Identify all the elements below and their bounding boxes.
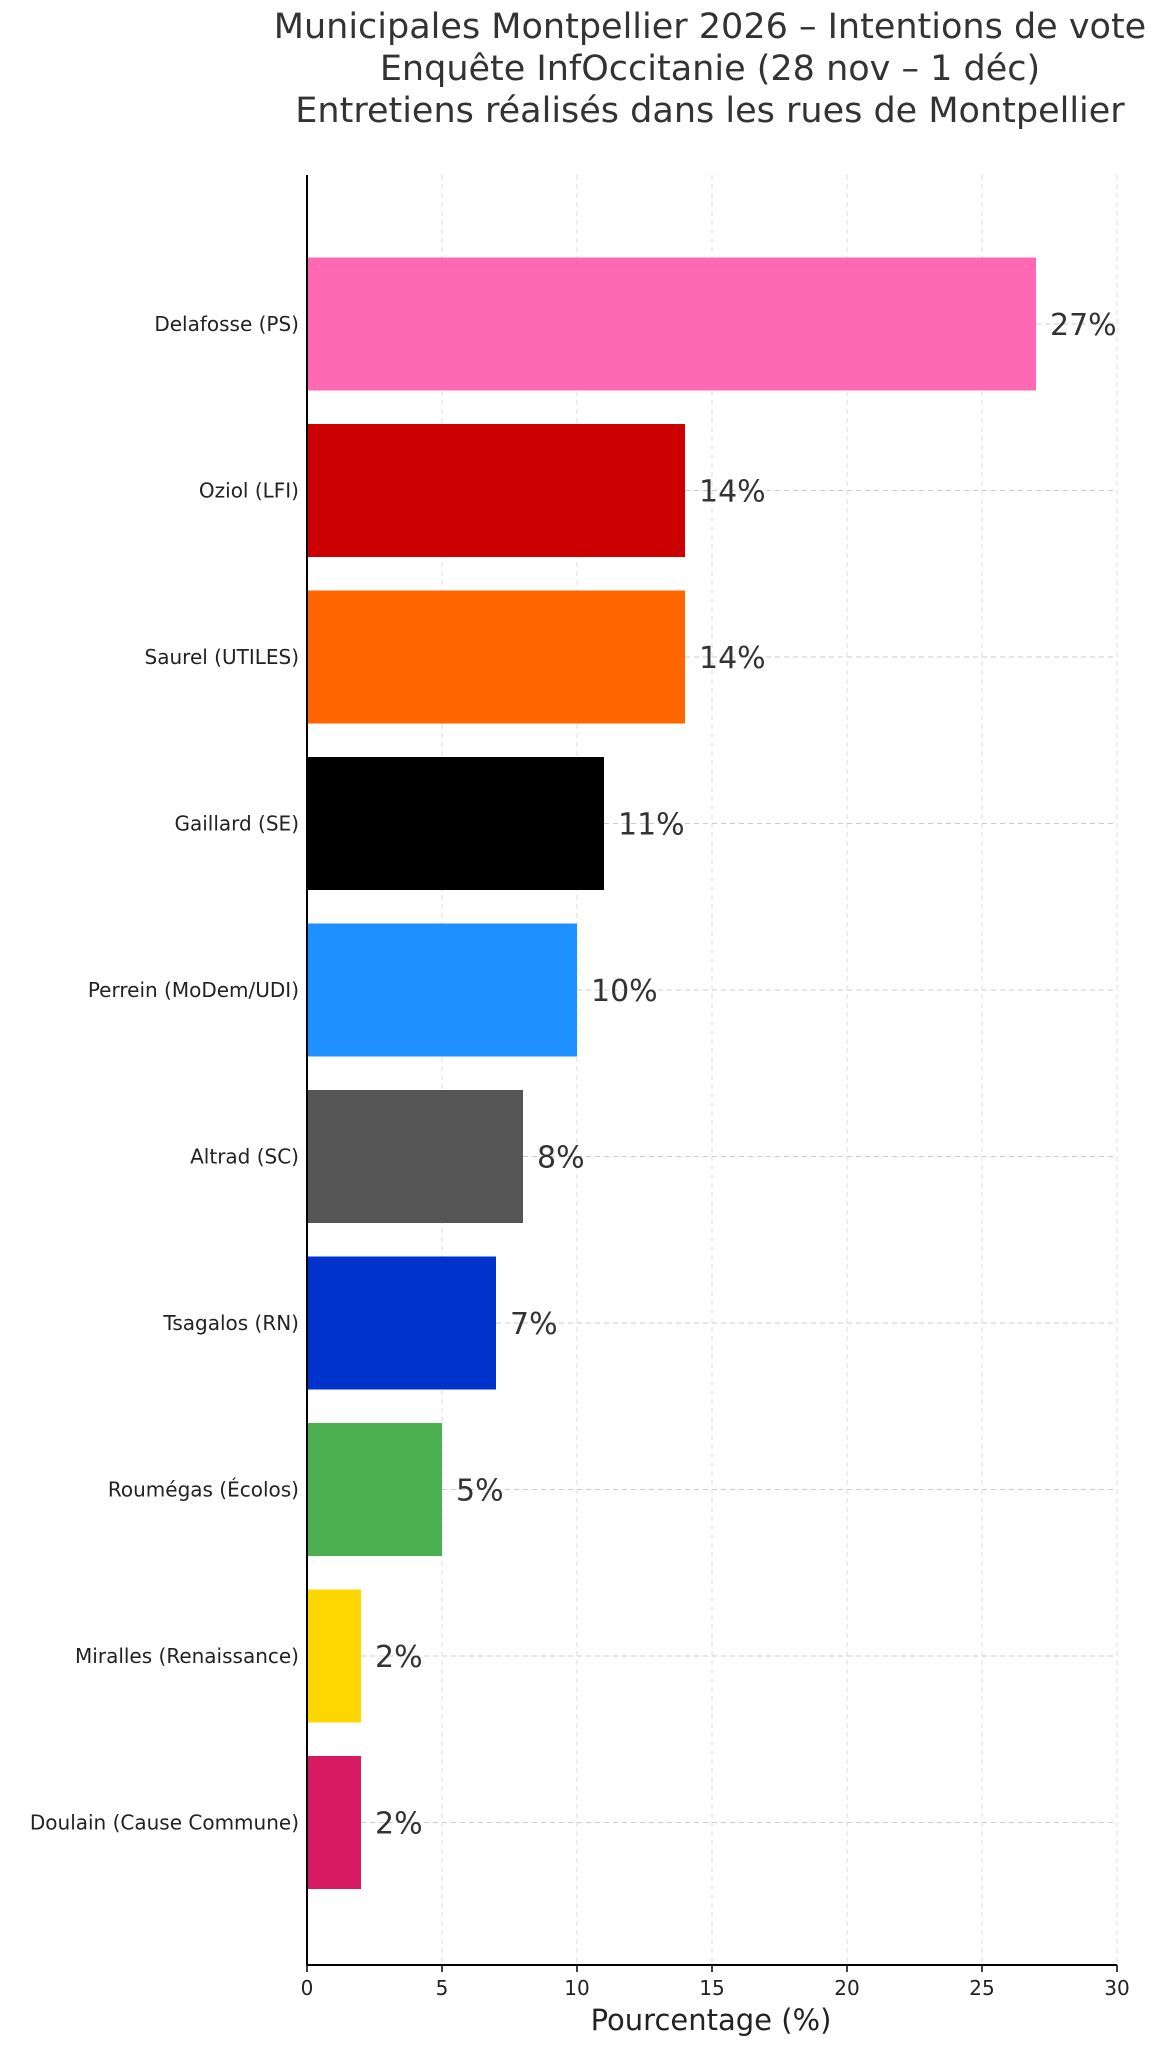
bar-value-label: 14% [699,475,766,510]
bar-value-label: 11% [618,808,685,843]
bar-value-label: 8% [537,1141,585,1176]
x-tick-label: 10 [564,1976,589,2000]
bar-value-label: 2% [375,1640,423,1675]
x-axis-label: Pourcentage (%) [591,2003,832,2037]
x-tick-label: 30 [1104,1976,1129,2000]
bar [307,1256,496,1390]
x-tick-label: 25 [969,1976,994,2000]
bar [307,1589,361,1723]
chart-title-line-1: Municipales Montpellier 2026 – Intention… [273,7,1147,47]
bar-value-label: 2% [375,1807,423,1842]
value-labels: 27% 14% 14% 11% 10% 8% 7% 5% 2% 2% [375,308,1117,1842]
bar [307,1756,361,1889]
category-label: Altrad (SC) [190,1145,299,1169]
category-labels: Delafosse (PS) Oziol (LFI) Saurel (UTILES)… [30,312,299,1835]
bars [307,257,1036,1889]
bar-value-label: 7% [510,1307,558,1342]
bar-value-label: 10% [591,974,658,1009]
category-label: Doulain (Cause Commune) [30,1811,299,1835]
bar-value-label: 27% [1050,308,1117,343]
bar-value-label: 5% [456,1474,504,1509]
bar [307,257,1036,391]
bar [307,1423,442,1556]
category-label: Miralles (Renaissance) [75,1644,299,1668]
category-label: Saurel (UTILES) [145,645,299,669]
chart-title: Municipales Montpellier 2026 – Intention… [250,6,1170,132]
chart-title-line-2: Enquête InfOccitanie (28 nov – 1 déc) [379,49,1041,89]
category-label: Oziol (LFI) [199,479,299,503]
category-label: Tsagalos (RN) [162,1311,299,1335]
category-label: Perrein (MoDem/UDI) [88,978,299,1002]
bar [307,923,577,1057]
bar [307,757,604,890]
category-label: Roumégas (Écolos) [108,1478,299,1502]
category-label: Delafosse (PS) [154,312,299,336]
x-tick-label: 0 [301,1976,314,2000]
bar [307,424,685,557]
chart-title-line-3: Entretiens réalisés dans les rues de Mon… [295,91,1125,131]
bar [307,590,685,724]
axes: 0 5 10 15 20 25 30 [301,175,1130,2000]
x-tick-label: 5 [436,1976,449,2000]
x-tick-label: 15 [699,1976,724,2000]
bar [307,1090,523,1223]
x-tick-label: 20 [834,1976,859,2000]
bar-value-label: 14% [699,641,766,676]
category-label: Gaillard (SE) [174,812,299,836]
